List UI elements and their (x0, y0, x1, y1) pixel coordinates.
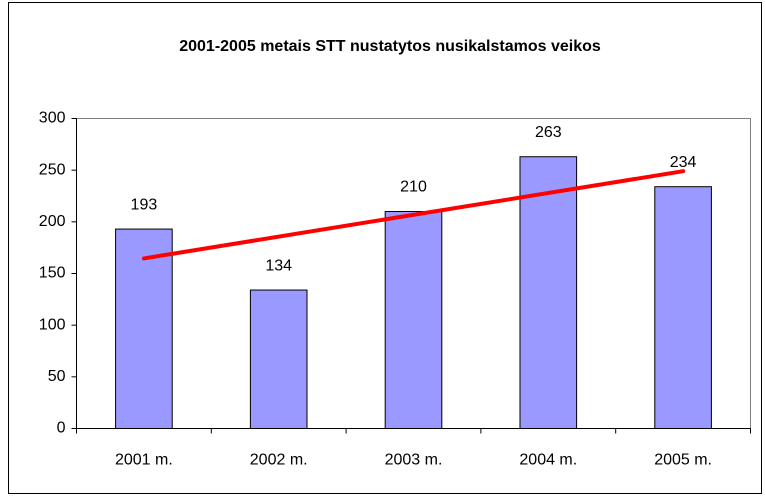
x-tick-label: 2004 m. (519, 452, 577, 469)
x-tick-label: 2001 m. (115, 452, 173, 469)
y-tick-label: 100 (39, 316, 66, 333)
y-tick-label: 50 (48, 368, 66, 385)
y-tick-label: 150 (39, 265, 66, 282)
y-tick-label: 300 (39, 110, 66, 127)
x-tick-label: 2005 m. (654, 452, 712, 469)
bar (115, 228, 173, 429)
value-label: 263 (535, 124, 562, 141)
value-label: 134 (265, 257, 292, 274)
bar (384, 211, 443, 429)
value-label: 210 (400, 179, 427, 196)
bar (249, 289, 308, 429)
x-tick-label: 2002 m. (250, 452, 308, 469)
value-label: 234 (670, 154, 697, 171)
x-tick-label: 2003 m. (385, 452, 443, 469)
y-tick-label: 0 (57, 420, 66, 437)
bar (519, 156, 578, 429)
bar (654, 186, 712, 429)
trendline (141, 169, 686, 261)
y-tick-label: 200 (39, 213, 66, 230)
value-label: 193 (131, 196, 158, 213)
y-tick-label: 250 (39, 161, 66, 178)
chart-title: 2001-2005 metais STT nustatytos nusikals… (179, 38, 601, 55)
